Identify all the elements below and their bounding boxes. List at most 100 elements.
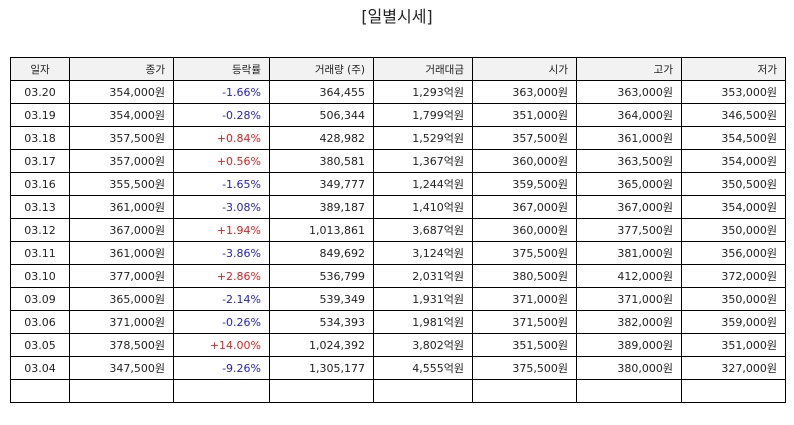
cell-open: 351,500원	[472, 333, 577, 357]
cell-change: +0.84%	[173, 126, 270, 150]
header-change: 등락률	[173, 57, 270, 81]
cell-open: 380,500원	[472, 264, 577, 288]
cell-change: +14.00%	[173, 333, 270, 357]
cell-amount: 1,529억원	[373, 126, 473, 150]
cell-high: 389,000원	[576, 333, 682, 357]
cell-amount: 1,293억원	[373, 80, 473, 104]
table-row-empty	[10, 379, 786, 403]
header-open: 시가	[472, 57, 577, 81]
table-row: 03.04 347,500원 -9.26% 1,305,177 4,555억원 375,5…	[10, 356, 786, 380]
cell-open: 363,000원	[472, 80, 577, 104]
cell-close: 365,000원	[69, 287, 174, 311]
cell-volume: 534,393	[269, 310, 374, 334]
cell-volume: 349,777	[269, 172, 374, 196]
cell-close: 361,000원	[69, 195, 174, 219]
cell-change: +2.86%	[173, 264, 270, 288]
cell-low: 346,500원	[681, 103, 786, 127]
header-date: 일자	[10, 57, 70, 81]
table-row: 03.12 367,000원 +1.94% 1,013,861 3,687억원 360,0…	[10, 218, 786, 242]
cell-high: 381,000원	[576, 241, 682, 265]
cell-empty	[681, 379, 786, 403]
table-row: 03.17 357,000원 +0.56% 380,581 1,367억원 360,000…	[10, 149, 786, 173]
cell-close: 361,000원	[69, 241, 174, 265]
cell-close: 367,000원	[69, 218, 174, 242]
cell-high: 412,000원	[576, 264, 682, 288]
page-title: [일별시세]	[361, 7, 433, 26]
cell-open: 360,000원	[472, 149, 577, 173]
cell-open: 367,000원	[472, 195, 577, 219]
table-header-row: 일자 종가 등락률 거래량 (주) 거래대금 시가 고가 저가	[10, 57, 786, 81]
cell-date: 03.17	[10, 149, 70, 173]
table-row: 03.18 357,500원 +0.84% 428,982 1,529억원 357,500…	[10, 126, 786, 150]
cell-low: 327,000원	[681, 356, 786, 380]
cell-empty	[472, 379, 577, 403]
cell-volume: 1,024,392	[269, 333, 374, 357]
cell-open: 371,500원	[472, 310, 577, 334]
cell-volume: 389,187	[269, 195, 374, 219]
cell-empty	[373, 379, 473, 403]
cell-high: 363,500원	[576, 149, 682, 173]
cell-change: +1.94%	[173, 218, 270, 242]
cell-date: 03.04	[10, 356, 70, 380]
cell-volume: 539,349	[269, 287, 374, 311]
cell-volume: 506,344	[269, 103, 374, 127]
cell-high: 367,000원	[576, 195, 682, 219]
cell-date: 03.16	[10, 172, 70, 196]
cell-close: 378,500원	[69, 333, 174, 357]
header-close: 종가	[69, 57, 174, 81]
cell-low: 350,000원	[681, 287, 786, 311]
header-low: 저가	[681, 57, 786, 81]
cell-amount: 2,031억원	[373, 264, 473, 288]
cell-empty	[10, 379, 70, 403]
cell-high: 365,000원	[576, 172, 682, 196]
cell-change: -0.26%	[173, 310, 270, 334]
daily-price-table: 일자 종가 등락률 거래량 (주) 거래대금 시가 고가 저가 03.20 354…	[10, 57, 786, 403]
cell-high: 364,000원	[576, 103, 682, 127]
cell-open: 375,500원	[472, 241, 577, 265]
cell-volume: 1,013,861	[269, 218, 374, 242]
cell-high: 382,000원	[576, 310, 682, 334]
cell-date: 03.13	[10, 195, 70, 219]
cell-date: 03.11	[10, 241, 70, 265]
cell-change: -9.26%	[173, 356, 270, 380]
cell-amount: 1,244억원	[373, 172, 473, 196]
header-amount: 거래대금	[373, 57, 473, 81]
table-row: 03.06 371,000원 -0.26% 534,393 1,981억원 371,500…	[10, 310, 786, 334]
cell-close: 347,500원	[69, 356, 174, 380]
cell-date: 03.06	[10, 310, 70, 334]
table-body: 03.20 354,000원 -1.66% 364,455 1,293억원 363,000…	[10, 80, 786, 403]
cell-open: 359,500원	[472, 172, 577, 196]
cell-change: +0.56%	[173, 149, 270, 173]
cell-low: 353,000원	[681, 80, 786, 104]
cell-amount: 3,802억원	[373, 333, 473, 357]
cell-date: 03.19	[10, 103, 70, 127]
cell-amount: 4,555억원	[373, 356, 473, 380]
cell-amount: 3,687억원	[373, 218, 473, 242]
cell-low: 359,000원	[681, 310, 786, 334]
cell-close: 377,000원	[69, 264, 174, 288]
cell-open: 360,000원	[472, 218, 577, 242]
cell-amount: 1,410억원	[373, 195, 473, 219]
cell-empty	[576, 379, 682, 403]
cell-change: -3.86%	[173, 241, 270, 265]
table-row: 03.19 354,000원 -0.28% 506,344 1,799억원 351,000…	[10, 103, 786, 127]
cell-high: 363,000원	[576, 80, 682, 104]
cell-date: 03.05	[10, 333, 70, 357]
cell-volume: 428,982	[269, 126, 374, 150]
cell-amount: 1,367억원	[373, 149, 473, 173]
cell-volume: 380,581	[269, 149, 374, 173]
cell-date: 03.20	[10, 80, 70, 104]
cell-amount: 1,981억원	[373, 310, 473, 334]
cell-high: 361,000원	[576, 126, 682, 150]
cell-empty	[173, 379, 270, 403]
cell-change: -2.14%	[173, 287, 270, 311]
table-row: 03.16 355,500원 -1.65% 349,777 1,244억원 359,500…	[10, 172, 786, 196]
header-volume: 거래량 (주)	[269, 57, 374, 81]
cell-volume: 849,692	[269, 241, 374, 265]
cell-high: 371,000원	[576, 287, 682, 311]
cell-close: 354,000원	[69, 103, 174, 127]
cell-volume: 364,455	[269, 80, 374, 104]
cell-low: 350,500원	[681, 172, 786, 196]
header-high: 고가	[576, 57, 682, 81]
table-row: 03.11 361,000원 -3.86% 849,692 3,124억원 375,500…	[10, 241, 786, 265]
